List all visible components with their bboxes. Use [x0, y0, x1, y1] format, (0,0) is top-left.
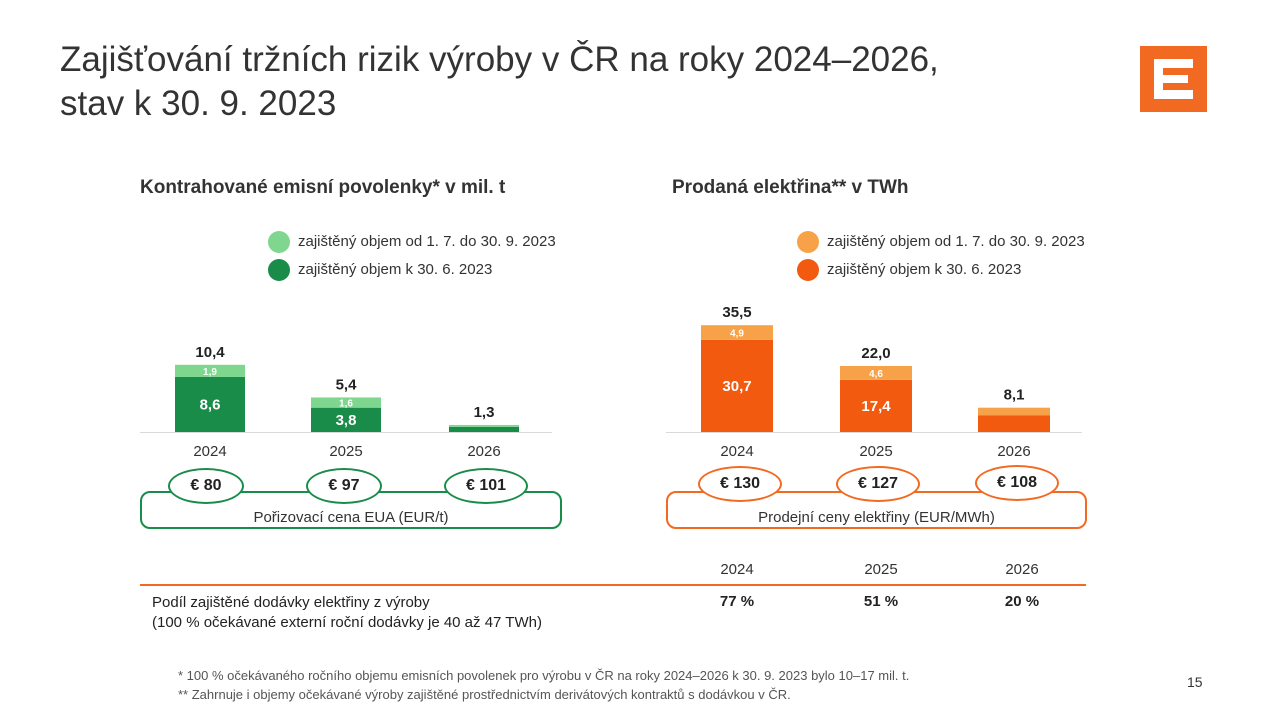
electricity-category-2026: 2026: [997, 443, 1030, 460]
legend-label: zajištěný objem k 30. 6. 2023: [298, 261, 493, 278]
electricity-bar-q3-2025: [840, 366, 912, 380]
emissions-price-2026: € 101: [444, 468, 528, 504]
legend-dot-dark-orange: [797, 259, 819, 281]
share-value-2025: 51 %: [863, 593, 899, 610]
electricity-label-q3-2024: 4,9: [730, 329, 744, 340]
footnote-2: ** Zahrnuje i objemy očekávané výroby za…: [178, 687, 791, 702]
emissions-label-h1-2024: 8,6: [200, 396, 221, 413]
emissions-bar-q3-2026: [449, 424, 519, 427]
emissions-total-2024: 10,4: [195, 344, 225, 361]
electricity-bar-h1-2026: [978, 415, 1050, 432]
electricity-label-h1-2024: 30,7: [722, 378, 751, 395]
electricity-chart-title: Prodaná elektřina** v TWh: [672, 177, 909, 198]
electricity-label-h1-2025: 17,4: [861, 398, 891, 415]
emissions-bar-q3-2024: [175, 364, 245, 377]
emissions-label-q3-2024: 1,9: [203, 367, 217, 378]
electricity-price-2026: € 108: [975, 465, 1059, 501]
electricity-bar-q3-2024: [701, 325, 773, 340]
electricity-category-2024: 2024: [720, 443, 753, 460]
electricity-bar-h1-2025: [840, 379, 912, 432]
page-number: 15: [1187, 674, 1203, 690]
electricity-category-2025: 2025: [859, 443, 892, 460]
cez-logo-icon: [1154, 59, 1193, 99]
emissions-total-2025: 5,4: [336, 376, 358, 393]
share-year-2026: 2026: [1005, 561, 1039, 578]
legend-dot-light-green: [268, 231, 290, 253]
electricity-label-q3-2025: 4,6: [869, 369, 883, 380]
electricity-total-2024: 35,5: [722, 304, 751, 321]
slide-title-line2: stav k 30. 9. 2023: [60, 84, 337, 123]
emissions-label-q3-2025: 1,6: [339, 399, 353, 410]
share-value-2024: 77 %: [719, 593, 755, 610]
electricity-price-2025: € 127: [836, 466, 920, 502]
electricity-total-2026: 8,1: [1004, 387, 1025, 404]
legend-dot-dark-green: [268, 259, 290, 281]
electricity-price-2024: € 130: [698, 466, 782, 502]
cez-logo: [1140, 46, 1207, 112]
share-table-divider: [140, 584, 1086, 586]
emissions-bar-h1-2025: [311, 407, 381, 432]
slide-title: Zajišťování tržních rizik výroby v ČR na…: [60, 38, 939, 126]
emissions-total-2026: 1,3: [474, 404, 495, 421]
emissions-category-2026: 2026: [467, 443, 500, 460]
legend-label: zajištěný objem od 1. 7. do 30. 9. 2023: [298, 233, 556, 250]
emissions-price-2024: € 80: [168, 468, 244, 504]
legend-dot-light-orange: [797, 231, 819, 253]
electricity-price-label: Prodejní ceny elektřiny (EUR/MWh): [758, 509, 995, 526]
emissions-bar-h1-2024: [175, 376, 245, 432]
emissions-bar-q3-2025: [311, 397, 381, 408]
electricity-bar-h1-2024: [701, 339, 773, 432]
footnote-1: * 100 % očekávaného ročního objemu emisn…: [178, 668, 910, 683]
share-value-2026: 20 %: [1004, 593, 1040, 610]
emissions-category-2024: 2024: [193, 443, 226, 460]
share-label-line2: (100 % očekávané externí roční dodávky j…: [152, 614, 542, 631]
legend-label: zajištěný objem k 30. 6. 2023: [827, 261, 1022, 278]
emissions-label-h1-2025: 3,8: [336, 412, 357, 429]
emissions-category-2025: 2025: [329, 443, 362, 460]
emissions-price-2025: € 97: [306, 468, 382, 504]
share-label-line1: Podíl zajištěné dodávky elektřiny z výro…: [152, 594, 430, 611]
electricity-total-2025: 22,0: [861, 345, 890, 362]
share-year-2024: 2024: [720, 561, 754, 578]
emissions-price-label: Pořizovací cena EUA (EUR/t): [253, 509, 449, 526]
emissions-bar-h1-2026: [449, 426, 519, 432]
slide-title-line1: Zajišťování tržních rizik výroby v ČR na…: [60, 40, 939, 79]
electricity-bar-q3-2026: [978, 407, 1050, 416]
share-table-label: Podíl zajištěné dodávky elektřiny z výro…: [152, 593, 542, 633]
emissions-chart-title: Kontrahované emisní povolenky* v mil. t: [140, 177, 506, 198]
share-year-2025: 2025: [864, 561, 898, 578]
legend-label: zajištěný objem od 1. 7. do 30. 9. 2023: [827, 233, 1085, 250]
